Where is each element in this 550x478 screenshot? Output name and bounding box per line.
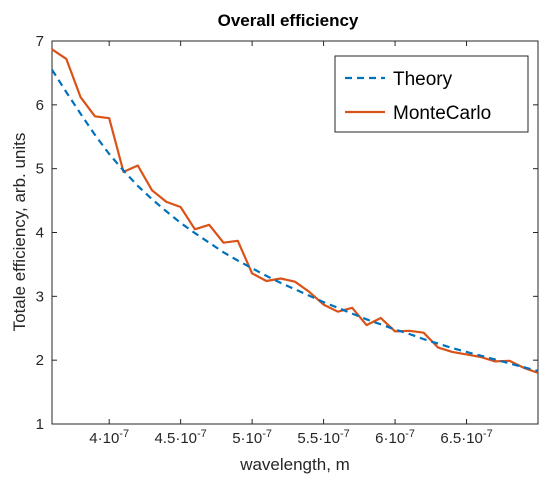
x-tick-exponent: -7 bbox=[340, 428, 350, 440]
x-tick-mantissa: 4.5 bbox=[154, 430, 175, 447]
legend-label-montecarlo: MonteCarlo bbox=[393, 103, 491, 124]
x-tick-base: ·10 bbox=[241, 430, 263, 447]
y-tick-label: 7 bbox=[36, 33, 44, 50]
x-tick-label: 6·10-7 bbox=[375, 428, 415, 447]
x-tick-base: ·10 bbox=[175, 430, 197, 447]
y-axis-label: Totale efficiency, arb. units bbox=[10, 133, 29, 332]
series-line-theory bbox=[51, 69, 539, 373]
x-tick-exponent: -7 bbox=[119, 428, 129, 440]
y-tick-label: 4 bbox=[36, 225, 44, 242]
x-tick-label: 6.5·10-7 bbox=[440, 428, 492, 447]
x-tick-exponent: -7 bbox=[197, 428, 207, 440]
x-tick-label: 4·10-7 bbox=[89, 428, 129, 447]
x-tick-exponent: -7 bbox=[483, 428, 493, 440]
x-tick-mantissa: 6.5 bbox=[440, 430, 461, 447]
legend-label-theory: Theory bbox=[393, 69, 453, 90]
x-tick-base: ·10 bbox=[383, 430, 405, 447]
x-tick-mantissa: 5.5 bbox=[297, 430, 318, 447]
legend: Theory MonteCarlo bbox=[334, 55, 529, 133]
legend-box bbox=[334, 55, 529, 133]
y-tick-label: 5 bbox=[36, 161, 44, 178]
y-tick-label: 2 bbox=[36, 352, 44, 369]
series-lines bbox=[51, 48, 539, 374]
x-tick-exponent: -7 bbox=[405, 428, 415, 440]
x-tick-label: 5·10-7 bbox=[232, 428, 272, 447]
y-tick-label: 6 bbox=[36, 97, 44, 114]
series-line-montecarlo bbox=[51, 48, 539, 374]
y-tick-label: 1 bbox=[36, 416, 44, 433]
x-tick-label: 4.5·10-7 bbox=[154, 428, 206, 447]
x-tick-mantissa: 4 bbox=[89, 430, 97, 447]
x-tick-exponent: -7 bbox=[262, 428, 272, 440]
x-tick-base: ·10 bbox=[318, 430, 340, 447]
x-tick-base: ·10 bbox=[98, 430, 120, 447]
chart-title: Overall efficiency bbox=[218, 11, 359, 30]
x-tick-base: ·10 bbox=[461, 430, 483, 447]
x-tick-label: 5.5·10-7 bbox=[297, 428, 349, 447]
x-tick-mantissa: 6 bbox=[375, 430, 383, 447]
x-tick-mantissa: 5 bbox=[232, 430, 240, 447]
x-axis-label: wavelength, m bbox=[239, 455, 350, 474]
y-tick-label: 3 bbox=[36, 288, 44, 305]
